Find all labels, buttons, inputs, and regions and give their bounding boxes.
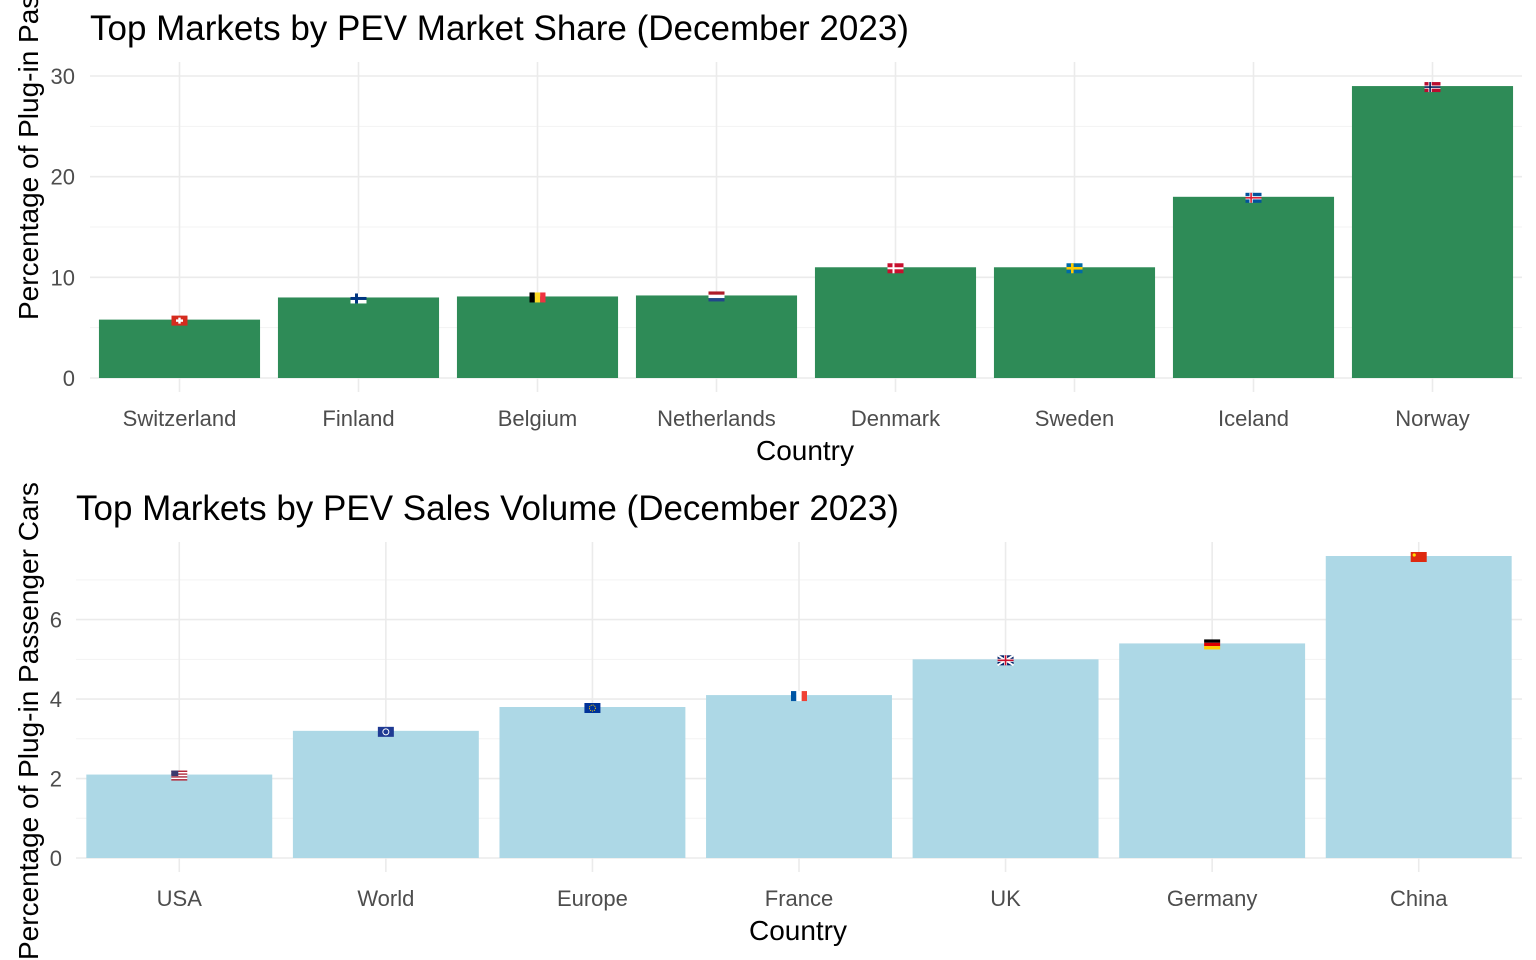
x-tick-label: USA [157,886,203,911]
x-tick-label: Sweden [1035,406,1115,431]
de-flag-icon [1204,639,1221,650]
x-tick-label: World [357,886,414,911]
x-tick-label: Switzerland [123,406,237,431]
x-tick-label: Finland [322,406,394,431]
fr-flag-icon [791,691,807,702]
x-tick-label: Netherlands [657,406,776,431]
y-tick-label: 2 [50,767,62,792]
is-flag-icon [1245,192,1262,203]
fi-flag-icon [350,293,367,304]
x-tick-label: France [765,886,833,911]
nl-flag-icon [708,291,725,302]
x-tick-label: China [1390,886,1448,911]
chart-title: Top Markets by PEV Market Share (Decembe… [90,9,909,48]
bar-iceland [1172,196,1335,378]
bar-netherlands [635,295,798,378]
bars [98,86,1514,379]
x-tick-label: Germany [1167,886,1257,911]
y-axis-title: Percentage of Plug-in Passenger Cars [13,482,44,960]
bar-switzerland [98,319,261,378]
x-tick-label: Denmark [851,406,941,431]
x-tick-label: Europe [557,886,628,911]
x-axis-ticks: USA World Europe France UK Germany China [157,886,1449,911]
bar-germany [1119,643,1306,858]
bar-usa [86,774,273,858]
bar-denmark [814,267,977,378]
bar-europe [499,707,686,858]
x-tick-label: Iceland [1218,406,1289,431]
bar-world [292,730,479,858]
bars [86,556,1512,858]
cn-flag-icon [1410,552,1427,562]
y-tick-label: 6 [50,608,62,633]
gb-flag-icon [997,654,1015,667]
flags [171,82,1441,326]
y-tick-label: 0 [50,846,62,871]
y-tick-label: 0 [63,366,75,391]
market-share-chart: Top Markets by PEV Market Share (Decembe… [13,0,1522,466]
se-flag-icon [1066,263,1083,274]
flags [171,552,1427,781]
bar-sweden [993,267,1156,378]
eu-flag-icon [584,703,601,713]
un-flag-icon [377,726,394,737]
x-tick-label: Norway [1395,406,1470,431]
x-tick-label: Belgium [498,406,577,431]
y-axis-ticks: 0 2 4 6 [50,608,62,871]
y-tick-label: 20 [51,165,75,190]
ch-flag-icon [171,315,188,326]
y-axis-ticks: 0 10 20 30 [51,64,75,391]
be-flag-icon [529,292,546,303]
y-tick-label: 4 [50,687,62,712]
bar-france [706,695,892,858]
x-axis-ticks: Switzerland Finland Belgium Netherlands Denm… [123,406,1470,431]
x-tick-label: UK [990,886,1021,911]
y-tick-label: 10 [51,265,75,290]
dk-flag-icon [887,263,904,274]
x-axis-title: Country [749,915,847,946]
bar-china [1325,556,1512,858]
no-flag-icon [1424,82,1441,93]
x-axis-title: Country [756,435,854,466]
chart-title: Top Markets by PEV Sales Volume (Decembe… [76,489,899,528]
bar-norway [1351,86,1514,379]
bar-finland [277,297,440,378]
bar-belgium [456,296,619,378]
us-flag-icon [171,770,188,781]
bar-uk [912,659,1099,858]
y-tick-label: 30 [51,64,75,89]
sales-volume-chart: Top Markets by PEV Sales Volume (Decembe… [13,482,1522,960]
y-axis-title: Percentage of Plug-in Passenger Cars in [13,0,44,320]
